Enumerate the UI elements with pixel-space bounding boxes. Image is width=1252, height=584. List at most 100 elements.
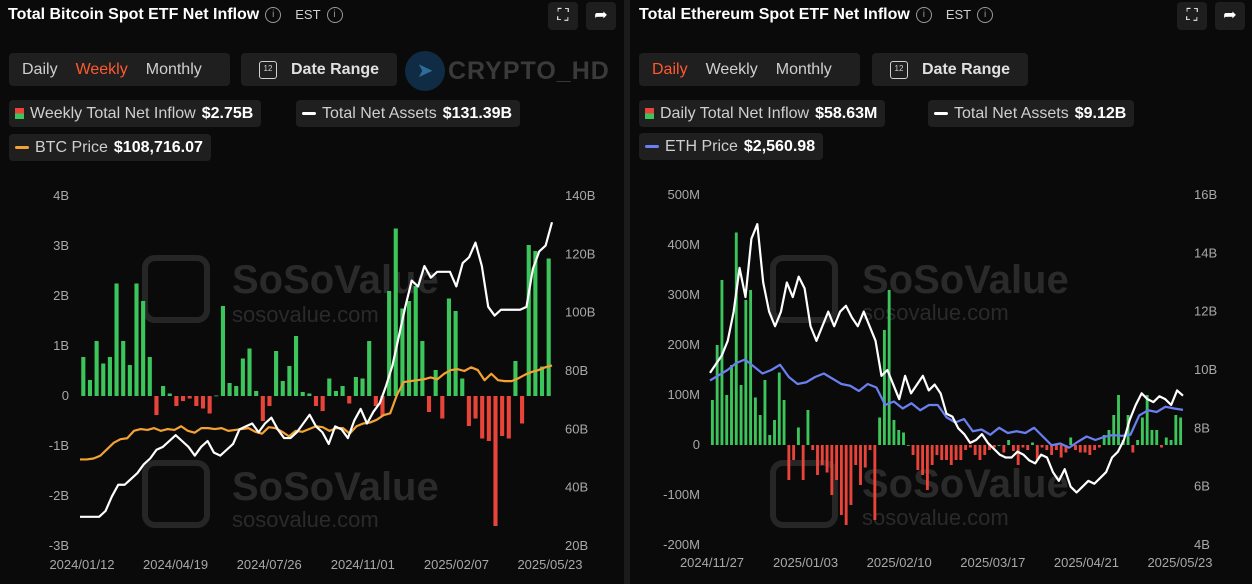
inflow-bar — [506, 396, 511, 439]
inflow-bar — [307, 393, 312, 396]
inflow-bar — [1140, 417, 1144, 445]
share-icon[interactable]: ➦ — [1215, 2, 1245, 30]
tab-weekly[interactable]: Weekly — [75, 60, 128, 78]
x-tick-label: 2024/04/19 — [143, 557, 208, 572]
inflow-bar — [1088, 445, 1092, 455]
inflow-bar — [839, 445, 843, 515]
inflow-bar — [1064, 445, 1068, 453]
inflow-bar — [360, 378, 365, 396]
inflow-bar — [240, 358, 245, 396]
line-swatch-icon — [934, 112, 948, 115]
inflow-bar — [792, 445, 796, 460]
eth-date-range-button[interactable]: 12 Date Range — [872, 53, 1029, 86]
inflow-bar — [353, 377, 358, 396]
inflow-bar — [1102, 435, 1106, 445]
inflow-bar — [830, 445, 834, 495]
watermark-url: sosovalue.com — [232, 507, 379, 532]
inflow-bar — [220, 306, 225, 396]
inflow-bar — [373, 396, 378, 406]
y-right-tick-label: 60B — [565, 421, 588, 436]
y-left-tick-label: -100M — [663, 487, 700, 502]
inflow-bar — [1131, 445, 1135, 453]
inflow-bar — [154, 396, 159, 415]
inflow-bar — [997, 445, 1001, 446]
inflow-bar — [274, 351, 279, 396]
inflow-bar — [1002, 445, 1006, 453]
inflow-bar — [954, 445, 958, 460]
inflow-bar — [147, 357, 152, 396]
inflow-bar — [992, 445, 996, 448]
inflow-bar — [393, 228, 398, 396]
share-icon[interactable]: ➦ — [586, 2, 616, 30]
y-left-tick-label: 500M — [667, 187, 700, 202]
calendar-icon: 12 — [259, 60, 277, 79]
legend-weekly-inflow[interactable]: Weekly Total Net Inflow $2.75B — [9, 100, 262, 127]
btc-chart: SoSoValue sosovalue.com SoSoValue sosova… — [49, 188, 596, 572]
info-icon[interactable]: i — [977, 6, 994, 23]
inflow-bar — [820, 445, 824, 465]
eth-panel: Total Ethereum Spot ETF Net Inflow i EST i … — [630, 0, 1252, 584]
inflow-bar — [473, 396, 478, 419]
inflow-bar — [849, 445, 853, 505]
legend-daily-inflow[interactable]: Daily Total Net Inflow $58.63M — [639, 100, 886, 127]
inflow-bar — [101, 363, 106, 396]
inflow-bar — [187, 396, 192, 399]
info-icon[interactable]: i — [915, 6, 932, 23]
bar-swatch-icon — [15, 108, 24, 119]
inflow-bar — [167, 393, 172, 396]
watermark-url: sosovalue.com — [232, 302, 379, 327]
inflow-bar — [796, 427, 800, 445]
legend-eth-price[interactable]: ETH Price $2,560.98 — [639, 133, 824, 160]
inflow-bar — [945, 445, 948, 460]
inflow-bar — [1164, 437, 1168, 445]
inflow-bar — [520, 396, 525, 424]
inflow-bar — [174, 396, 179, 406]
inflow-bar — [466, 396, 471, 426]
y-right-tick-label: 140B — [565, 188, 595, 203]
inflow-bar — [978, 445, 982, 460]
inflow-bar — [777, 372, 781, 445]
legend-btc-price[interactable]: BTC Price $108,716.07 — [9, 134, 211, 161]
legend-total-net-assets[interactable]: Total Net Assets $9.12B — [928, 100, 1135, 127]
tab-monthly[interactable]: Monthly — [775, 60, 832, 78]
y-right-tick-label: 12B — [1194, 304, 1217, 319]
inflow-bar — [1074, 445, 1077, 450]
line-swatch-icon — [645, 145, 659, 148]
inflow-bar — [882, 330, 886, 445]
inflow-bar — [1150, 430, 1154, 445]
tab-weekly[interactable]: Weekly — [705, 60, 758, 78]
tab-daily[interactable]: Daily — [652, 60, 688, 78]
inflow-bar — [897, 430, 901, 445]
legend-total-net-assets[interactable]: Total Net Assets $131.39B — [296, 100, 521, 127]
x-tick-label: 2025/02/10 — [867, 555, 932, 570]
inflow-bar — [887, 290, 891, 445]
inflow-bar — [320, 396, 325, 411]
inflow-bar — [916, 445, 920, 470]
y-left-tick-label: 2B — [53, 288, 69, 303]
inflow-bar — [446, 298, 452, 396]
inflow-bar — [873, 445, 877, 520]
watermark-logo-icon — [770, 255, 838, 323]
x-tick-label: 2024/01/12 — [49, 557, 114, 572]
legend-label: Total Net Assets — [322, 104, 437, 122]
fullscreen-icon[interactable]: ⛶ — [548, 2, 578, 30]
fullscreen-icon[interactable]: ⛶ — [1177, 2, 1207, 30]
inflow-bar — [194, 396, 199, 406]
inflow-bar — [380, 396, 385, 416]
inflow-bar — [787, 445, 791, 480]
total-net-assets-line — [709, 223, 1184, 494]
y-left-tick-label: 4B — [53, 188, 69, 203]
inflow-bar — [234, 386, 239, 396]
btc-date-range-button[interactable]: 12 Date Range — [241, 53, 398, 86]
inflow-bar — [935, 445, 939, 455]
info-icon[interactable]: i — [326, 6, 343, 23]
inflow-bar — [407, 301, 412, 396]
inflow-bar — [1045, 445, 1049, 450]
calendar-icon: 12 — [890, 60, 908, 79]
tab-monthly[interactable]: Monthly — [145, 60, 202, 78]
inflow-bar — [200, 396, 206, 409]
inflow-bar — [763, 380, 767, 445]
info-icon[interactable]: i — [265, 6, 282, 23]
tab-daily[interactable]: Daily — [22, 60, 58, 78]
inflow-bar — [267, 396, 272, 406]
